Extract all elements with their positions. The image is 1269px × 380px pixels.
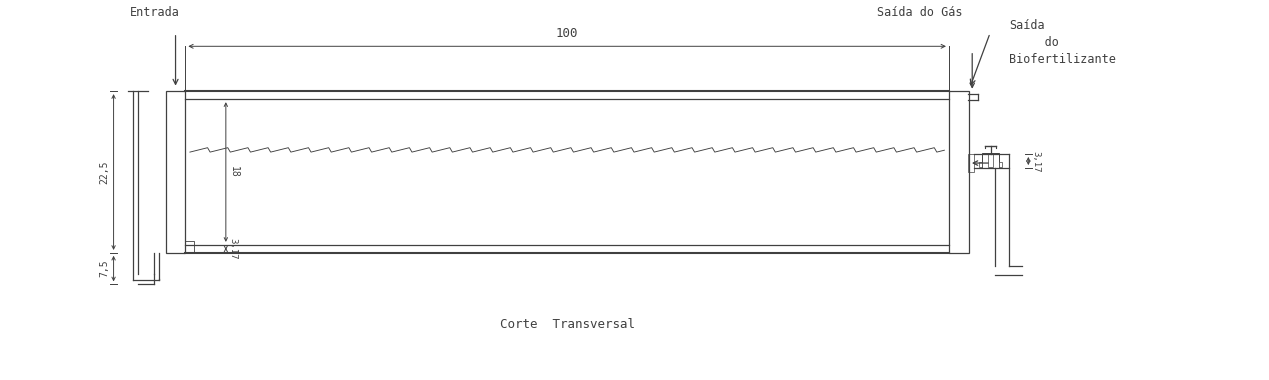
Bar bbox=[989, 154, 992, 167]
Bar bbox=[949, 91, 968, 253]
Text: 22,5: 22,5 bbox=[99, 160, 109, 184]
Text: Saída do Gás: Saída do Gás bbox=[877, 6, 962, 19]
Bar bbox=[982, 153, 999, 168]
Bar bbox=[968, 154, 975, 172]
Bar bbox=[184, 241, 193, 253]
Text: Entrada: Entrada bbox=[129, 6, 180, 19]
Text: Saída
     do
Biofertilizante: Saída do Biofertilizante bbox=[1009, 19, 1115, 66]
Text: 3,17: 3,17 bbox=[228, 238, 237, 260]
Text: 3,17: 3,17 bbox=[1030, 151, 1041, 173]
Text: Corte  Transversal: Corte Transversal bbox=[500, 318, 634, 331]
Text: 100: 100 bbox=[556, 27, 579, 40]
Bar bbox=[999, 162, 1003, 167]
Text: 7,5: 7,5 bbox=[99, 260, 109, 277]
Bar bbox=[166, 91, 185, 253]
Text: 18: 18 bbox=[228, 166, 239, 178]
Bar bbox=[978, 162, 982, 167]
